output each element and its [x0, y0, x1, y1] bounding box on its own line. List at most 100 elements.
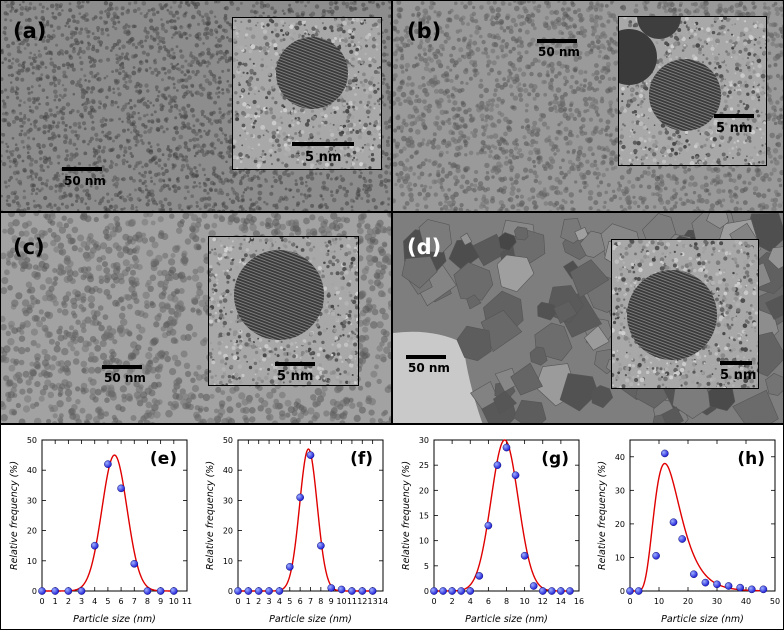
- tem-panel-d: (d) 50 nm 5 nm: [392, 212, 784, 424]
- tem-panel-b: (b) 50 nm 5 nm: [392, 0, 784, 212]
- plot-frame: [41, 439, 188, 592]
- inset-scale-bar-d: [720, 361, 752, 365]
- data-point: [358, 587, 367, 595]
- y-tick-label: 30: [615, 486, 625, 495]
- panel-label-c: (c): [13, 235, 45, 259]
- x-tick-label: 12: [357, 597, 367, 606]
- x-tick-label: 6: [119, 597, 124, 606]
- data-point: [626, 587, 634, 595]
- data-point: [502, 443, 511, 452]
- tem-image-c: [1, 213, 391, 423]
- data-point: [493, 461, 502, 469]
- y-tick-label: 0: [620, 587, 625, 596]
- x-tick-label: 11: [182, 597, 192, 606]
- y-axis-label: Relative frequency (%): [205, 461, 216, 570]
- data-point: [317, 541, 325, 550]
- y-axis-label: Relative frequency (%): [597, 461, 608, 570]
- x-axis-label: Particle size (nm): [73, 614, 156, 625]
- panel-label-b: (b): [407, 19, 442, 43]
- data-point: [327, 584, 336, 592]
- scale-bar-a: [62, 167, 102, 171]
- data-point: [306, 451, 315, 459]
- data-point: [337, 585, 346, 594]
- data-point: [234, 587, 242, 595]
- data-point: [669, 518, 678, 527]
- x-tick-label: 10: [654, 597, 664, 606]
- y-axis-label: Relative frequency (%): [9, 461, 20, 570]
- y-tick-label: 20: [27, 527, 37, 536]
- scale-label-c: 50 nm: [104, 371, 146, 385]
- x-tick-label: 0: [39, 597, 44, 606]
- x-tick-label: 7: [308, 597, 313, 606]
- hrtem-inset-c: 5 nm: [208, 236, 359, 386]
- x-axis-label: Particle size (nm): [269, 614, 352, 625]
- data-point: [439, 587, 447, 595]
- data-point: [143, 587, 152, 595]
- data-point: [38, 587, 46, 595]
- x-tick-label: 10: [169, 597, 179, 606]
- data-point: [713, 580, 721, 589]
- y-tick-label: 15: [419, 512, 429, 521]
- panel-label-d: (d): [407, 235, 442, 259]
- x-tick-label: 4: [92, 597, 97, 606]
- data-point: [701, 578, 710, 587]
- y-tick-label: 30: [223, 496, 233, 505]
- data-point: [529, 582, 538, 590]
- hrtem-inset-b: 5 nm: [618, 16, 767, 166]
- x-tick-label: 14: [378, 597, 388, 606]
- data-point: [430, 587, 438, 595]
- data-point: [104, 460, 112, 468]
- x-tick-label: 9: [329, 597, 334, 606]
- x-tick-label: 1: [246, 597, 251, 606]
- x-tick-label: 30: [712, 597, 722, 606]
- x-tick-label: 4: [277, 597, 282, 606]
- chart-panel-label: (g): [541, 449, 569, 469]
- y-tick-label: 0: [424, 587, 429, 596]
- data-point: [475, 572, 484, 580]
- fit-curve: [434, 439, 570, 592]
- data-point: [457, 587, 465, 595]
- inset-scale-label-b: 5 nm: [716, 121, 753, 136]
- x-tick-label: 8: [318, 597, 323, 606]
- chart-panel-label: (f): [350, 449, 373, 469]
- data-point: [368, 587, 377, 595]
- y-tick-label: 40: [27, 466, 37, 475]
- inset-scale-bar-a: [292, 142, 354, 146]
- x-tick-label: 9: [158, 597, 163, 606]
- y-axis-label: Relative frequency (%): [401, 461, 412, 570]
- data-point: [77, 587, 86, 595]
- data-point: [690, 570, 698, 579]
- x-tick-label: 3: [267, 597, 272, 606]
- tem-panel-c: (c) 50 nm 5 nm: [0, 212, 392, 424]
- data-point: [736, 583, 744, 592]
- x-tick-label: 13: [368, 597, 378, 606]
- x-tick-label: 3: [79, 597, 84, 606]
- scale-label-a: 50 nm: [64, 174, 106, 188]
- data-point: [634, 587, 643, 595]
- x-tick-label: 11: [347, 597, 357, 606]
- chart-panel-label: (e): [150, 449, 177, 469]
- y-tick-label: 10: [223, 557, 233, 566]
- fit-curve: [42, 454, 174, 592]
- data-point: [566, 587, 574, 595]
- x-tick-label: 10: [520, 597, 530, 606]
- scale-label-b: 50 nm: [538, 45, 580, 59]
- data-point: [275, 587, 284, 595]
- inset-scale-label-c: 5 nm: [277, 369, 314, 384]
- data-point: [348, 587, 356, 595]
- y-tick-label: 0: [32, 587, 37, 596]
- scale-bar-b: [537, 39, 577, 43]
- inset-scale-label-a: 5 nm: [305, 150, 342, 165]
- data-point: [466, 587, 475, 595]
- y-tick-label: 20: [223, 527, 233, 536]
- x-tick-label: 12: [538, 597, 548, 606]
- data-point: [285, 563, 294, 571]
- data-point: [548, 587, 556, 595]
- data-point: [511, 471, 520, 480]
- x-tick-label: 2: [450, 597, 455, 606]
- x-tick-label: 50: [770, 597, 780, 606]
- data-point: [678, 535, 686, 543]
- data-point: [170, 587, 178, 595]
- y-tick-label: 30: [419, 436, 429, 445]
- data-point: [51, 587, 59, 595]
